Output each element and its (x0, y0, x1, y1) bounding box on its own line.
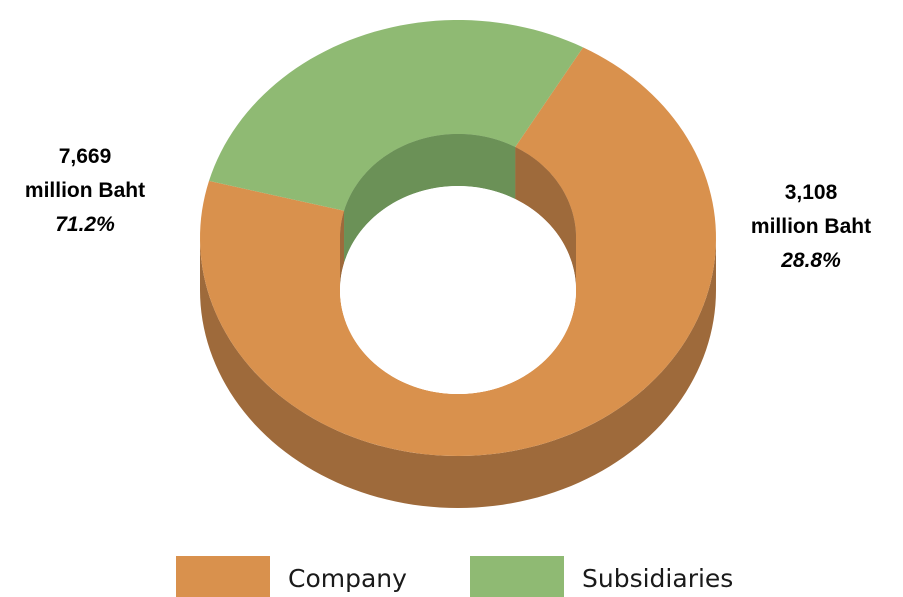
slice-side-company (200, 238, 716, 508)
legend-swatch-subsidiaries (470, 556, 564, 597)
value-label-subsidiaries: 3,108 (784, 181, 838, 204)
slice-company (200, 47, 716, 456)
legend-label-subsidiaries: Subsidiaries (582, 564, 734, 593)
data-label-subsidiaries: 3,108 million Baht 28.8% (720, 176, 902, 278)
legend-swatch-company (176, 556, 270, 597)
slice-subsidiaries (209, 20, 584, 211)
doughnut-hole-opening (340, 186, 576, 394)
data-label-company: 7,669 million Baht 71.2% (0, 140, 170, 242)
legend-label-company: Company (288, 564, 407, 593)
percent-label-subsidiaries: 28.8% (781, 249, 841, 272)
unit-label-company: million Baht (24, 179, 146, 202)
slice-inner-wall-company (340, 210, 345, 290)
value-label-company: 7,669 (58, 145, 112, 168)
slice-inner-wall-company (515, 147, 576, 290)
percent-label-company: 71.2% (55, 213, 115, 236)
slice-inner-wall-subsidiaries (344, 134, 516, 263)
unit-label-subsidiaries: million Baht (750, 215, 872, 238)
legend: Company Subsidiaries (0, 556, 903, 597)
